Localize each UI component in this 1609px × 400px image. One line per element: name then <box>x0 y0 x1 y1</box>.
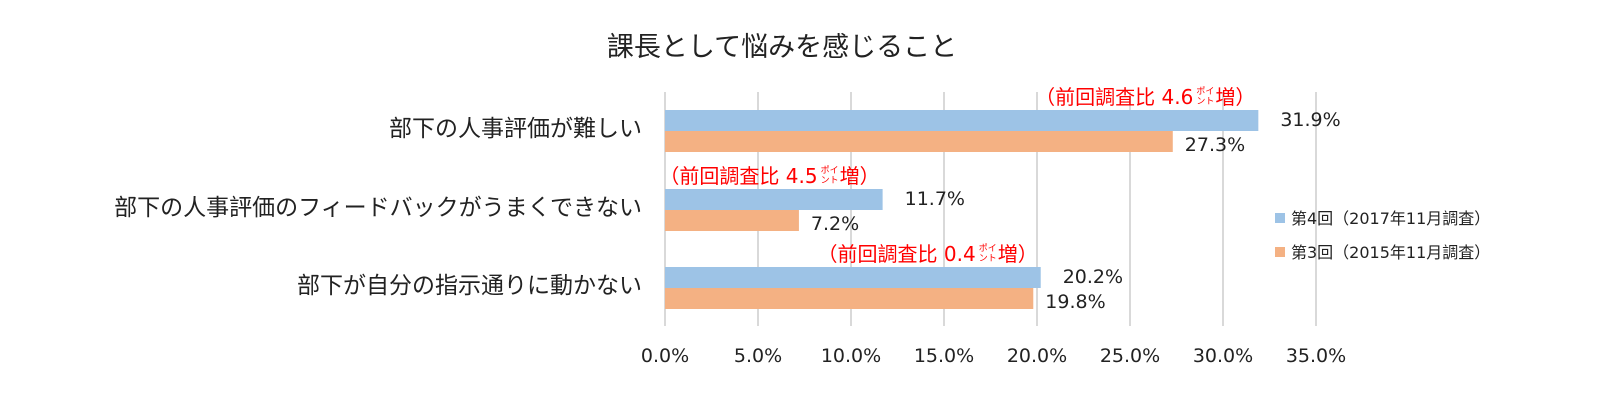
legend: 第4回（2017年11月調査） 第3回（2015年11月調査） <box>1275 209 1490 262</box>
annotation-unit-upper: ポイ <box>1196 86 1214 97</box>
x-tick-label: 25.0% <box>1100 345 1160 367</box>
x-axis-ticks: 0.0% 5.0% 10.0% 15.0% 20.0% 25.0% 30.0% 35.0% <box>641 345 1346 367</box>
data-label: 19.8% <box>1045 291 1105 313</box>
data-label: 20.2% <box>1063 266 1123 288</box>
bar <box>665 210 799 231</box>
legend-swatch <box>1275 213 1285 223</box>
x-tick-label: 20.0% <box>1007 345 1067 367</box>
bars <box>665 110 1259 309</box>
annotation-prefix: （前回調査比 4.5 <box>659 164 817 188</box>
data-label: 27.3% <box>1185 134 1245 156</box>
category-label: 部下の人事評価が難しい <box>389 116 642 142</box>
x-tick-label: 35.0% <box>1286 345 1346 367</box>
annotation-suffix: 増） <box>1215 85 1255 109</box>
x-tick-label: 15.0% <box>914 345 974 367</box>
annotation-suffix: 増） <box>998 242 1038 266</box>
x-tick-label: 0.0% <box>641 345 689 367</box>
bar <box>665 288 1034 309</box>
chart-title: 課長として悩みを感じること <box>607 32 957 63</box>
annotation-prefix: （前回調査比 4.6 <box>1035 85 1193 109</box>
bar <box>665 131 1173 152</box>
annotation-unit-lower: ント <box>821 176 839 186</box>
category-labels: 部下の人事評価が難しい部下の人事評価のフィードバックがうまくできない部下が自分の… <box>114 116 642 299</box>
category-label: 部下の人事評価のフィードバックがうまくできない <box>114 195 642 221</box>
annotation-suffix: 増） <box>840 164 880 188</box>
x-tick-label: 5.0% <box>734 345 782 367</box>
annotation-unit-lower: ント <box>979 254 997 264</box>
annotation-unit-upper: ポイ <box>979 243 997 254</box>
legend-label: 第3回（2015年11月調査） <box>1291 243 1490 262</box>
x-tick-label: 30.0% <box>1193 345 1253 367</box>
bar <box>665 110 1259 131</box>
legend-swatch <box>1275 247 1285 257</box>
data-label: 7.2% <box>811 213 859 235</box>
data-label: 11.7% <box>905 188 965 210</box>
legend-label: 第4回（2017年11月調査） <box>1291 209 1490 228</box>
annotation-unit-lower: ント <box>1196 97 1214 107</box>
bar <box>665 189 883 210</box>
x-tick-label: 10.0% <box>821 345 881 367</box>
annotation-unit-upper: ポイ <box>821 165 839 176</box>
data-label: 31.9% <box>1280 109 1340 131</box>
bar <box>665 267 1041 288</box>
value-labels: 31.9% 11.7% 20.2% 27.3% 7.2% 19.8% <box>811 109 1341 313</box>
category-label: 部下が自分の指示通りに動かない <box>297 273 642 299</box>
annotation-prefix: （前回調査比 0.4 <box>818 242 976 266</box>
